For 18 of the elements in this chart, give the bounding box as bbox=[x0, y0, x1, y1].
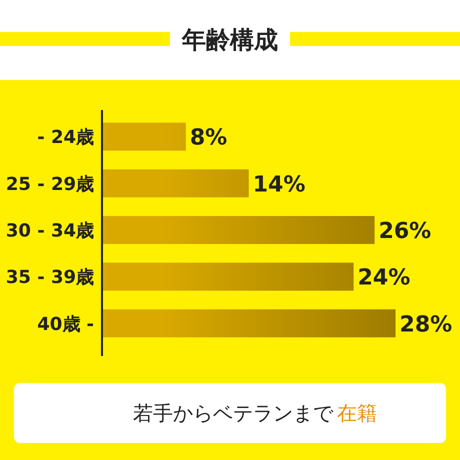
data-label: 26% bbox=[378, 218, 432, 244]
text: 在籍 bbox=[337, 401, 377, 426]
bar bbox=[102, 169, 249, 198]
bar bbox=[102, 309, 396, 338]
data-label: 24% bbox=[358, 266, 410, 291]
bar bbox=[102, 122, 186, 151]
y-tick-label: - 24歳 bbox=[37, 127, 94, 148]
data-label: 28% bbox=[400, 312, 452, 338]
y-tick-label: 30 - 34歳 bbox=[6, 220, 94, 242]
y-tick-label: 25 - 29歳 bbox=[6, 174, 94, 195]
y-tick-label: 35 - 39歳 bbox=[6, 267, 94, 288]
y-tick-label: 40歳 - bbox=[37, 314, 94, 335]
data-label: 8% bbox=[190, 126, 228, 151]
text: 若手からベテランまで bbox=[133, 401, 334, 426]
bar bbox=[102, 262, 354, 291]
bar bbox=[102, 216, 375, 244]
data-label: 14% bbox=[252, 172, 306, 198]
chart-title: 年齢構成 bbox=[181, 26, 278, 54]
